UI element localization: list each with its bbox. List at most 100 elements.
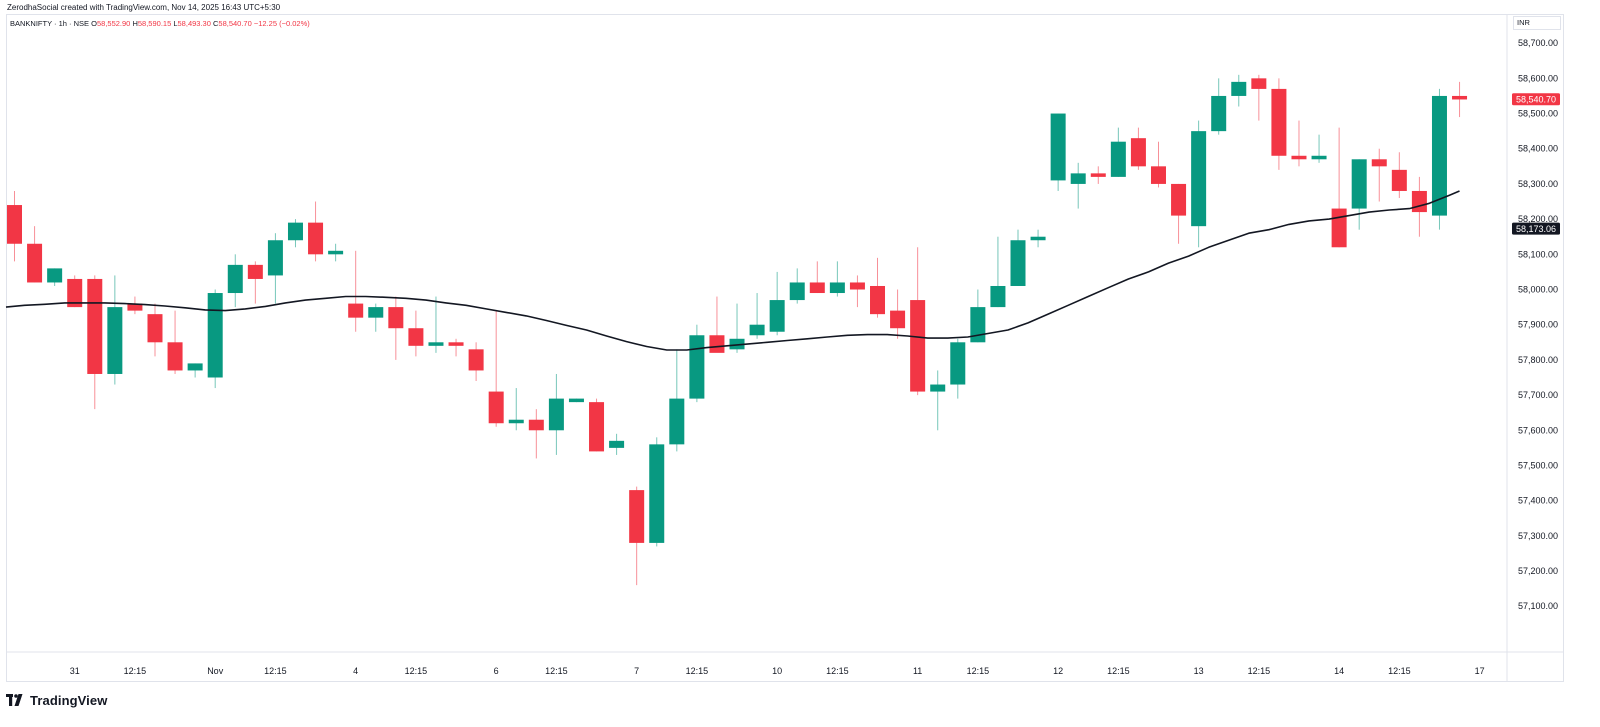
candle-up xyxy=(1311,155,1327,160)
candle-down xyxy=(67,278,83,308)
candle-up xyxy=(829,282,845,294)
candle-up xyxy=(368,307,384,318)
time-tick-label: 13 xyxy=(1194,666,1204,676)
candle-up xyxy=(207,293,223,378)
candle-down xyxy=(849,282,865,290)
candle-up xyxy=(930,384,946,392)
price-tick-label: 58,000.00 xyxy=(1518,285,1558,295)
candle-up xyxy=(990,285,1006,308)
price-tick-label: 57,700.00 xyxy=(1518,390,1558,400)
tradingview-logo[interactable]: TradingView xyxy=(6,689,107,711)
candle-down xyxy=(147,314,163,343)
candle-down xyxy=(167,342,183,371)
candle-up xyxy=(1211,95,1227,132)
candle-down xyxy=(388,307,404,329)
price-tick-label: 57,100.00 xyxy=(1518,601,1558,611)
legend-close-value: 58,540.70 xyxy=(218,19,252,28)
time-tick-label: 7 xyxy=(634,666,639,676)
time-tick-label: 12:15 xyxy=(405,666,428,676)
candle-up xyxy=(267,240,283,276)
candle-up xyxy=(1010,240,1026,286)
candle-up xyxy=(669,398,685,445)
candle-down xyxy=(890,310,906,329)
price-tick-label: 58,400.00 xyxy=(1518,144,1558,154)
time-tick-label: 10 xyxy=(772,666,782,676)
legend-low-value: 58,493.30 xyxy=(177,19,211,28)
price-tick-label: 57,500.00 xyxy=(1518,460,1558,470)
time-tick-label: Nov xyxy=(207,666,224,676)
candle-up xyxy=(1191,131,1207,227)
legend-change-value: −12.25 (−0.02%) xyxy=(253,19,310,28)
candle-down xyxy=(27,243,43,283)
candle-up xyxy=(649,444,665,543)
price-tick-label: 58,200.00 xyxy=(1518,214,1558,224)
chart-frame xyxy=(6,14,1564,682)
legend-high-value: 58,590.15 xyxy=(137,19,172,28)
candle-down xyxy=(348,303,364,318)
legend-open-value: 58,552.90 xyxy=(96,19,131,28)
candle-down xyxy=(448,342,464,346)
currency-selector[interactable]: INR xyxy=(1513,16,1561,30)
candle-up xyxy=(749,324,765,336)
time-tick-label: 12:15 xyxy=(1248,666,1271,676)
candle-down xyxy=(1130,138,1146,167)
time-tick-label: 12:15 xyxy=(1388,666,1411,676)
candle-up xyxy=(548,398,564,431)
time-tick-label: 12:15 xyxy=(686,666,709,676)
candle-down xyxy=(589,402,605,452)
candle-down xyxy=(809,282,825,294)
candle-down xyxy=(87,278,103,374)
legend-close-label: C xyxy=(212,19,219,28)
candle-down xyxy=(127,303,143,311)
price-tick-label: 58,300.00 xyxy=(1518,179,1558,189)
candle-down xyxy=(308,222,324,255)
candle-up xyxy=(1351,159,1367,209)
candle-up xyxy=(609,440,625,448)
candle-down xyxy=(468,349,484,371)
time-tick-label: 12 xyxy=(1053,666,1063,676)
price-label-text: 58,173.06 xyxy=(1516,224,1556,234)
legend-low-label: L xyxy=(173,19,178,28)
candle-down xyxy=(1391,169,1407,191)
time-tick-label: 12:15 xyxy=(264,666,287,676)
candle-down xyxy=(528,419,544,431)
candle-up xyxy=(508,419,524,424)
time-tick-label: 17 xyxy=(1475,666,1485,676)
price-tick-label: 57,600.00 xyxy=(1518,425,1558,435)
candle-down xyxy=(408,328,424,346)
candle-up xyxy=(107,307,123,374)
price-label-badge xyxy=(1512,222,1560,235)
price-label-badge xyxy=(1512,93,1560,106)
time-tick-label: 12:15 xyxy=(545,666,568,676)
candle-up xyxy=(1110,141,1126,177)
chart-credit: ZerodhaSocial created with TradingView.c… xyxy=(7,3,281,12)
time-tick-label: 12:15 xyxy=(124,666,147,676)
candle-up xyxy=(729,338,745,350)
legend-open-label: O xyxy=(91,19,97,28)
candle-down xyxy=(1331,208,1347,248)
candle-up xyxy=(287,222,303,241)
candle-down xyxy=(1150,166,1166,184)
candle-down xyxy=(1090,173,1106,177)
price-tick-label: 58,700.00 xyxy=(1518,38,1558,48)
candle-down xyxy=(910,300,926,392)
brand-name: TradingView xyxy=(30,692,108,708)
candle-down xyxy=(709,335,725,353)
legend-high-label: H xyxy=(132,19,138,28)
candle-up xyxy=(47,268,63,283)
candle-up xyxy=(568,398,584,403)
price-tick-label: 57,900.00 xyxy=(1518,320,1558,330)
price-label-text: 58,540.70 xyxy=(1516,95,1556,105)
candle-down xyxy=(1371,159,1387,167)
time-tick-label: 6 xyxy=(494,666,499,676)
candle-down xyxy=(1251,78,1267,89)
candle-up xyxy=(1050,113,1066,181)
candle-up xyxy=(1431,95,1447,216)
price-tick-label: 57,400.00 xyxy=(1518,496,1558,506)
price-tick-label: 57,300.00 xyxy=(1518,531,1558,541)
candle-down xyxy=(629,490,645,543)
time-tick-label: 12:15 xyxy=(1107,666,1130,676)
candle-up xyxy=(789,282,805,301)
candle-down xyxy=(488,391,504,424)
